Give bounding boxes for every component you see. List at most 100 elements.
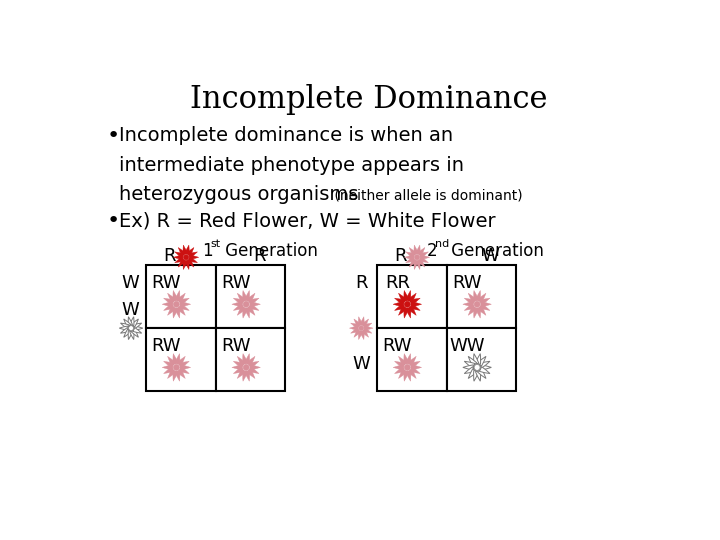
Text: R: R xyxy=(163,247,175,265)
Text: RR: RR xyxy=(384,274,410,292)
PathPatch shape xyxy=(410,303,420,310)
PathPatch shape xyxy=(175,291,180,301)
PathPatch shape xyxy=(477,369,486,379)
PathPatch shape xyxy=(463,365,473,370)
PathPatch shape xyxy=(245,307,250,318)
PathPatch shape xyxy=(168,369,176,379)
PathPatch shape xyxy=(243,354,248,364)
PathPatch shape xyxy=(393,365,404,370)
PathPatch shape xyxy=(480,298,490,305)
PathPatch shape xyxy=(481,365,491,370)
PathPatch shape xyxy=(246,306,255,315)
PathPatch shape xyxy=(180,365,191,370)
PathPatch shape xyxy=(354,329,361,338)
PathPatch shape xyxy=(188,256,197,263)
PathPatch shape xyxy=(179,259,186,267)
PathPatch shape xyxy=(245,291,250,301)
PathPatch shape xyxy=(418,247,425,256)
PathPatch shape xyxy=(177,306,185,315)
PathPatch shape xyxy=(179,361,189,368)
PathPatch shape xyxy=(414,245,418,254)
PathPatch shape xyxy=(411,302,422,307)
PathPatch shape xyxy=(395,367,405,374)
PathPatch shape xyxy=(419,252,428,258)
PathPatch shape xyxy=(120,326,128,330)
Circle shape xyxy=(174,364,179,370)
PathPatch shape xyxy=(464,367,474,374)
PathPatch shape xyxy=(183,260,188,269)
PathPatch shape xyxy=(480,361,490,368)
Text: R: R xyxy=(394,247,406,265)
Circle shape xyxy=(184,255,189,260)
PathPatch shape xyxy=(480,303,490,310)
PathPatch shape xyxy=(468,369,477,379)
PathPatch shape xyxy=(359,330,363,340)
PathPatch shape xyxy=(248,367,259,374)
PathPatch shape xyxy=(404,354,409,364)
Text: Incomplete Dominance: Incomplete Dominance xyxy=(190,84,548,115)
PathPatch shape xyxy=(238,356,246,366)
Circle shape xyxy=(243,364,249,370)
Text: intermediate phenotype appears in: intermediate phenotype appears in xyxy=(120,156,464,174)
PathPatch shape xyxy=(364,326,373,330)
Text: RW: RW xyxy=(152,274,181,292)
PathPatch shape xyxy=(163,298,174,305)
PathPatch shape xyxy=(189,255,199,260)
PathPatch shape xyxy=(120,328,129,333)
PathPatch shape xyxy=(233,303,244,310)
PathPatch shape xyxy=(474,354,479,364)
PathPatch shape xyxy=(349,326,358,330)
PathPatch shape xyxy=(179,367,189,374)
PathPatch shape xyxy=(188,252,197,258)
PathPatch shape xyxy=(184,245,189,254)
PathPatch shape xyxy=(168,356,176,366)
PathPatch shape xyxy=(404,307,409,318)
PathPatch shape xyxy=(173,370,178,381)
PathPatch shape xyxy=(475,291,481,301)
PathPatch shape xyxy=(248,361,259,368)
PathPatch shape xyxy=(130,317,134,326)
PathPatch shape xyxy=(475,354,481,364)
PathPatch shape xyxy=(475,307,481,318)
PathPatch shape xyxy=(173,354,178,364)
PathPatch shape xyxy=(175,256,184,263)
Bar xyxy=(446,265,516,328)
PathPatch shape xyxy=(131,329,138,338)
PathPatch shape xyxy=(475,370,481,381)
PathPatch shape xyxy=(175,354,180,364)
PathPatch shape xyxy=(173,307,178,318)
PathPatch shape xyxy=(408,369,416,379)
PathPatch shape xyxy=(130,330,134,340)
PathPatch shape xyxy=(179,298,189,305)
PathPatch shape xyxy=(232,302,243,307)
PathPatch shape xyxy=(133,323,142,329)
Text: R: R xyxy=(355,274,367,292)
Text: •: • xyxy=(107,211,120,231)
PathPatch shape xyxy=(393,302,404,307)
Text: •: • xyxy=(107,126,120,146)
PathPatch shape xyxy=(162,365,173,370)
Bar xyxy=(377,265,446,328)
PathPatch shape xyxy=(179,247,186,256)
Text: W: W xyxy=(482,247,500,265)
Circle shape xyxy=(415,255,420,260)
PathPatch shape xyxy=(168,293,176,303)
PathPatch shape xyxy=(246,356,255,366)
PathPatch shape xyxy=(351,323,359,329)
PathPatch shape xyxy=(408,293,416,303)
PathPatch shape xyxy=(184,260,189,269)
PathPatch shape xyxy=(408,306,416,315)
PathPatch shape xyxy=(245,354,250,364)
PathPatch shape xyxy=(404,291,409,301)
PathPatch shape xyxy=(468,306,477,315)
PathPatch shape xyxy=(175,370,180,381)
PathPatch shape xyxy=(162,302,173,307)
PathPatch shape xyxy=(409,259,417,267)
PathPatch shape xyxy=(415,260,420,269)
PathPatch shape xyxy=(463,302,473,307)
PathPatch shape xyxy=(464,361,474,368)
PathPatch shape xyxy=(175,252,184,258)
PathPatch shape xyxy=(248,298,259,305)
Text: RW: RW xyxy=(221,337,251,355)
PathPatch shape xyxy=(179,303,189,310)
